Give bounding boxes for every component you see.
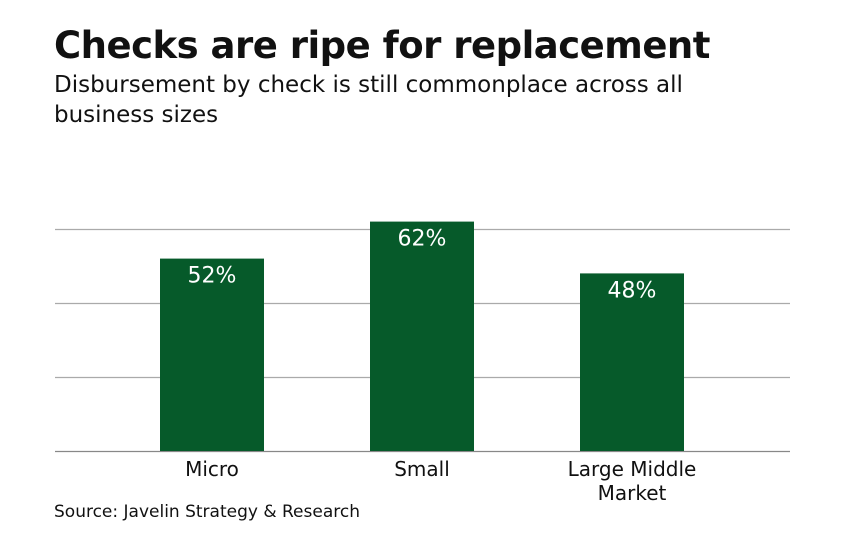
data-label: 52%	[188, 264, 237, 289]
source-note: Source: Javelin Strategy & Research	[54, 502, 360, 522]
data-label: 48%	[608, 278, 657, 303]
data-label: 62%	[398, 227, 447, 252]
bar	[370, 221, 474, 451]
bar	[580, 273, 684, 451]
chart-subtitle: Disbursement by check is still commonpla…	[54, 72, 683, 128]
category-label: Small	[394, 457, 450, 481]
category-label: Large Middle Market	[568, 457, 697, 505]
category-label: Micro	[185, 457, 239, 481]
chart-title: Checks are ripe for replacement	[54, 24, 710, 67]
bar	[160, 258, 264, 451]
